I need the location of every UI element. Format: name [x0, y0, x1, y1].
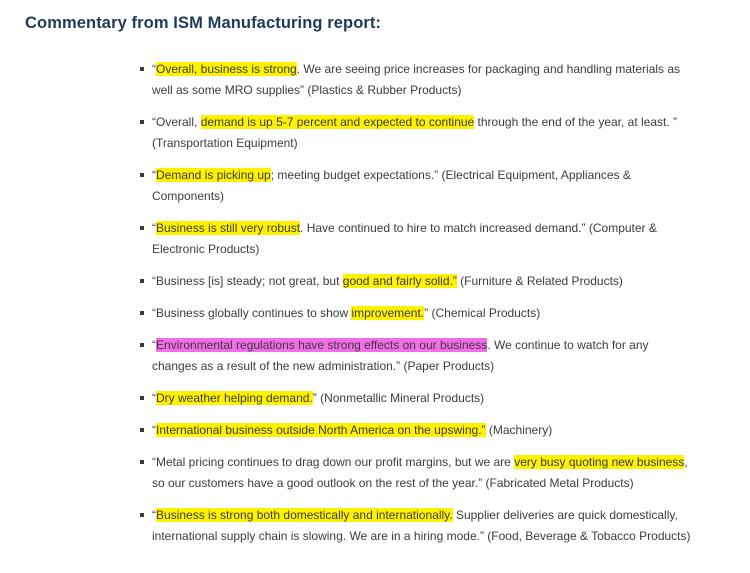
highlighted-segment: good and fairly solid.”: [342, 274, 457, 288]
quote-segment: “Business globally continues to show: [152, 306, 352, 320]
highlighted-segment: Dry weather helping demand.: [156, 391, 313, 405]
quote-segment: “: [152, 391, 156, 405]
list-item: “Overall, demand is up 5-7 percent and e…: [140, 112, 696, 154]
quote-segment: (Machinery): [485, 423, 553, 437]
highlighted-segment: improvement.: [351, 306, 425, 320]
page-title: Commentary from ISM Manufacturing report…: [25, 14, 382, 32]
list-item: “Dry weather helping demand.” (Nonmetall…: [140, 388, 696, 409]
commentary-list: “Overall, business is strong. We are see…: [140, 59, 696, 547]
quote-segment: . We are seeing price increases for pack…: [152, 62, 681, 97]
highlighted-segment: Overall, business is strong: [156, 62, 297, 76]
list-item: “Business is still very robust. Have con…: [140, 218, 696, 260]
highlighted-segment: Environmental regulations have strong ef…: [156, 338, 488, 352]
highlighted-segment: Business is still very robust: [156, 221, 301, 235]
quote-segment: Supplier deliveries are quick domestical…: [152, 508, 691, 543]
highlighted-segment: demand is up 5-7 percent and expected to…: [200, 115, 475, 129]
highlighted-segment: International business outside North Ame…: [156, 423, 486, 437]
quote-segment: , so our customers have a good outlook o…: [152, 455, 688, 490]
quote-segment: “: [152, 221, 156, 235]
quote-segment: . We continue to watch for any changes a…: [152, 338, 649, 373]
list-item: “Demand is picking up; meeting budget ex…: [140, 165, 696, 207]
quote-segment: “: [152, 168, 156, 182]
quote-segment: ; meeting budget expectations.” (Electri…: [152, 168, 631, 203]
list-item: “Business [is] steady; not great, but go…: [140, 271, 696, 292]
quote-segment: through the end of the year, at least. ”…: [152, 115, 678, 150]
list-item: “Metal pricing continues to drag down ou…: [140, 452, 696, 494]
highlighted-segment: very busy quoting new business: [514, 455, 685, 469]
quote-segment: “Metal pricing continues to drag down ou…: [152, 455, 515, 469]
quote-segment: “Overall,: [152, 115, 201, 129]
quote-segment: “: [152, 338, 156, 352]
list-item: “Business globally continues to show imp…: [140, 303, 696, 324]
highlighted-segment: Business is strong both domestically and…: [156, 508, 453, 522]
quote-segment: ” (Chemical Products): [424, 306, 541, 320]
quote-segment: “: [152, 62, 156, 76]
quote-segment: “Business [is] steady; not great, but: [152, 274, 343, 288]
quote-segment: “: [152, 423, 156, 437]
quote-segment: (Furniture & Related Products): [456, 274, 623, 288]
list-item: “Business is strong both domestically an…: [140, 505, 696, 547]
list-item: “Environmental regulations have strong e…: [140, 335, 696, 377]
quote-segment: . Have continued to hire to match increa…: [152, 221, 657, 256]
list-item: “Overall, business is strong. We are see…: [140, 59, 696, 101]
list-item: “International business outside North Am…: [140, 420, 696, 441]
quote-segment: ” (Nonmetallic Mineral Products): [312, 391, 485, 405]
highlighted-segment: Demand is picking up: [156, 168, 271, 182]
quote-segment: “: [152, 508, 156, 522]
